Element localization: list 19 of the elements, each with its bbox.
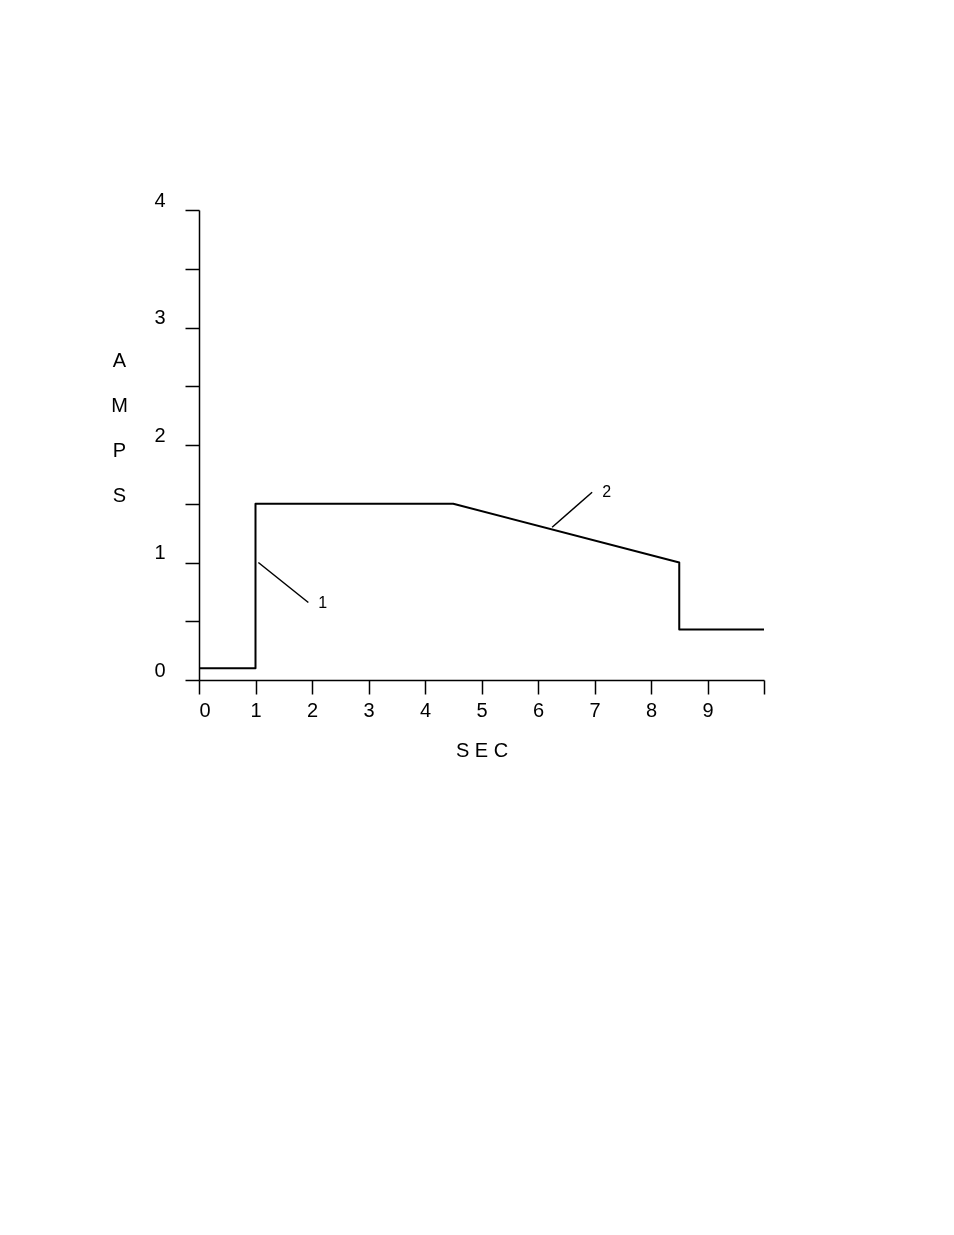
x-tick-label: 4	[419, 698, 432, 721]
y-tick-label: 2	[154, 423, 166, 446]
annotation: 2	[602, 483, 612, 501]
x-tick-label: 0	[199, 698, 211, 721]
y-tick-label: 0	[154, 658, 166, 681]
y-tick-label: 4	[154, 188, 166, 211]
y-axis-title: AMPS	[111, 348, 128, 506]
x-axis-title: S E C	[455, 738, 509, 761]
x-tick-label: 8	[645, 698, 658, 721]
x-tick-label: 2	[306, 698, 319, 721]
x-tick-label: 9	[702, 698, 714, 721]
x-tick-label: 6	[532, 698, 545, 721]
y-tick-label: 3	[154, 306, 166, 328]
y-tick-label: 1	[154, 541, 166, 563]
x-tick-label: 3	[363, 698, 375, 721]
x-tick-label: 7	[589, 698, 601, 721]
x-tick-label: 5	[476, 698, 488, 721]
annotation: 1	[318, 593, 328, 611]
x-tick-label: 1	[250, 698, 262, 721]
